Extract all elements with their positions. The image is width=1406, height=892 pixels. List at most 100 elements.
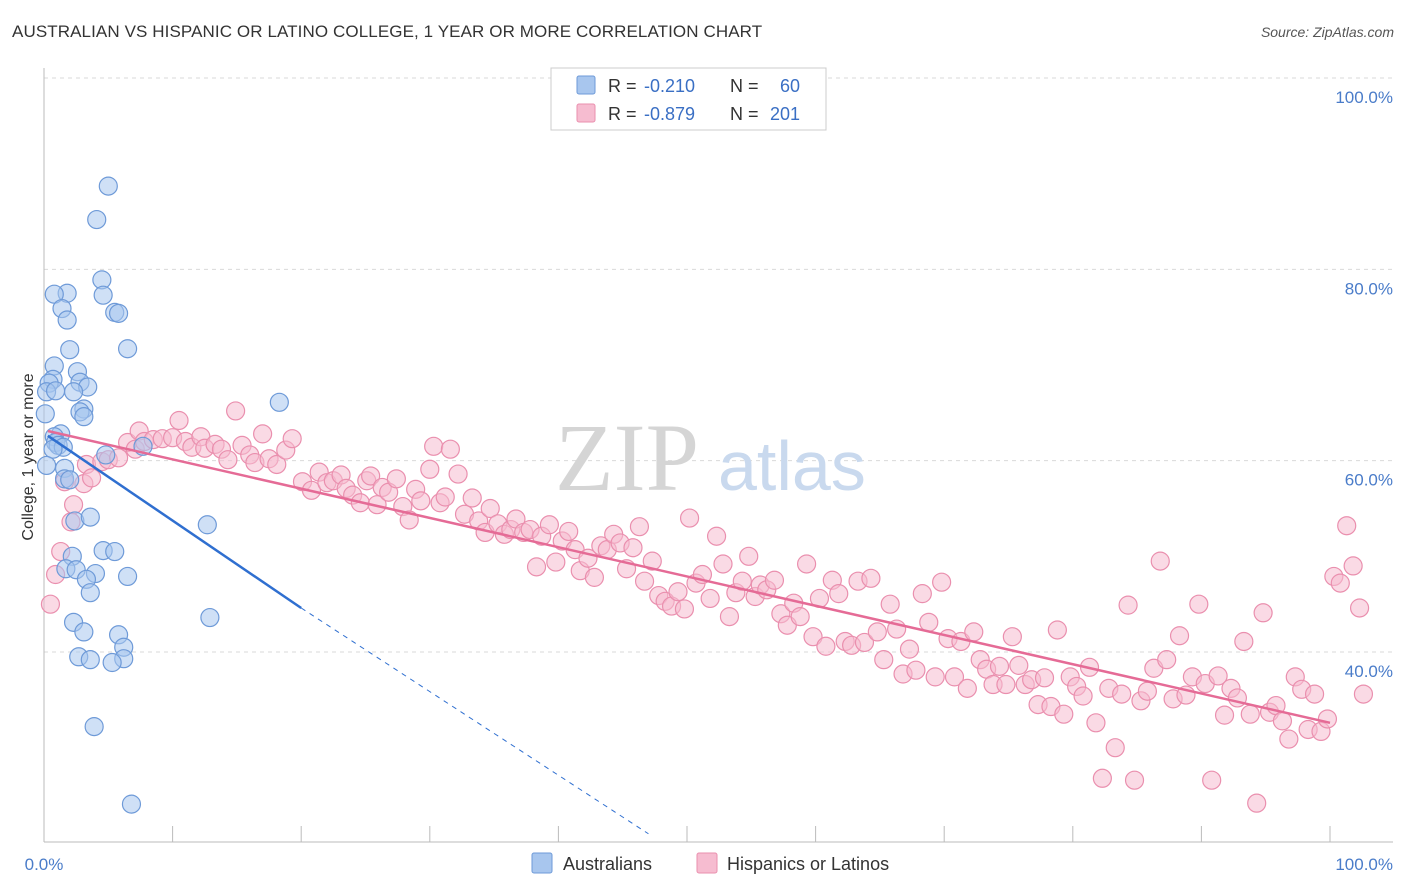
hispanics-point (1234, 631, 1254, 652)
hispanics-point (1150, 551, 1170, 571)
hispanics-point (700, 588, 720, 609)
legend-n-value-2: 201 (770, 104, 800, 124)
hispanics-point (1137, 681, 1157, 701)
hispanics-point (1214, 705, 1235, 725)
australians-point (45, 381, 66, 401)
australians-point (80, 650, 100, 670)
hispanics-point (282, 429, 302, 449)
australians-point (197, 515, 217, 535)
hispanics-point (435, 487, 455, 507)
legend-r-label-2: R = (608, 104, 637, 124)
legend-swatch-hispanics (576, 103, 596, 123)
hispanics-point (679, 508, 700, 528)
hispanics-point (816, 636, 836, 656)
x-tick-labels: 0.0% 100.0% (25, 855, 1393, 874)
hispanics-point (919, 612, 939, 632)
hispanics-point (1208, 666, 1228, 686)
watermark-atlas: atlas (718, 427, 866, 505)
australians-point (200, 607, 220, 628)
hispanics-point (764, 570, 785, 590)
hispanics-point (739, 546, 759, 566)
bottom-legend-hispanics: Hispanics or Latinos (727, 854, 889, 874)
hispanics-point (1343, 556, 1363, 576)
trend-line-australians-extension (300, 607, 649, 835)
bottom-legend: Australians Hispanics or Latinos (531, 852, 889, 874)
legend-n-value-1: 60 (780, 76, 800, 96)
hispanics-point (1189, 594, 1209, 614)
australians-point (74, 407, 94, 427)
australians-point (35, 404, 55, 424)
hispanics-point (964, 622, 984, 642)
legend-n-label-1: N = (730, 76, 759, 96)
hispanics-point (674, 599, 695, 619)
series-australians-points (35, 176, 289, 814)
hispanics-point (253, 424, 273, 444)
hispanics-point (803, 627, 823, 647)
hispanics-point (386, 469, 406, 489)
hispanics-point (1240, 704, 1260, 724)
hispanics-point (906, 660, 926, 680)
legend-box: R = -0.210 N = 60 R = -0.879 N = 201 (550, 67, 827, 131)
series-hispanics-points (40, 401, 1374, 813)
hispanics-point (1247, 793, 1267, 813)
hispanics-point (1169, 626, 1190, 646)
y-tick-label: 40.0% (1345, 662, 1393, 681)
hispanics-point (1253, 603, 1273, 623)
hispanics-point (957, 678, 977, 698)
hispanics-point (1073, 686, 1093, 706)
hispanics-point (1337, 516, 1357, 536)
hispanics-point (989, 656, 1010, 676)
hispanics-point (668, 582, 688, 602)
hispanics-point (448, 464, 468, 484)
hispanics-point (790, 607, 810, 627)
hispanics-point (706, 526, 727, 546)
australians-point (84, 717, 104, 737)
bottom-legend-swatch-australians (531, 852, 553, 874)
hispanics-point (361, 466, 381, 486)
hispanics-point (634, 571, 655, 591)
australians-point (96, 445, 116, 465)
australians-point (74, 622, 94, 642)
hispanics-point (1157, 650, 1177, 670)
australians-point (108, 303, 129, 323)
hispanics-point (559, 521, 579, 542)
hispanics-point (226, 401, 246, 421)
australians-point (105, 541, 125, 562)
hispanics-point (526, 557, 547, 577)
bottom-legend-swatch-hispanics (696, 852, 718, 874)
hispanics-point (584, 567, 605, 587)
hispanics-point (899, 639, 920, 659)
hispanics-point (218, 450, 238, 470)
australians-point (117, 339, 138, 359)
australians-point (63, 382, 84, 402)
hispanics-point (629, 517, 650, 537)
legend-swatch-australians (576, 75, 596, 95)
hispanics-point (1317, 709, 1338, 729)
hispanics-point (642, 551, 662, 571)
hispanics-point (81, 468, 102, 488)
y-tick-label: 80.0% (1345, 279, 1393, 298)
hispanics-point (880, 594, 900, 614)
hispanics-point (719, 607, 740, 627)
australians-point (269, 392, 289, 412)
australians-point (80, 507, 100, 527)
australians-point (60, 340, 80, 360)
hispanics-point (1047, 620, 1067, 640)
trend-lines (47, 429, 1331, 835)
x-tick-label-min: 0.0% (25, 855, 64, 874)
hispanics-point (462, 488, 482, 508)
australians-point (87, 209, 107, 230)
hispanics-point (1092, 768, 1112, 788)
hispanics-point (267, 454, 287, 475)
hispanics-point (925, 667, 945, 687)
hispanics-point (854, 632, 875, 653)
trend-line-australians (47, 434, 302, 610)
legend-r-value-2: -0.879 (644, 104, 695, 124)
hispanics-point (829, 584, 849, 604)
hispanics-point (169, 410, 189, 431)
legend-n-label-2: N = (730, 104, 759, 124)
hispanics-point (1202, 770, 1222, 790)
hispanics-point (1349, 598, 1370, 618)
hispanics-point (440, 439, 460, 459)
